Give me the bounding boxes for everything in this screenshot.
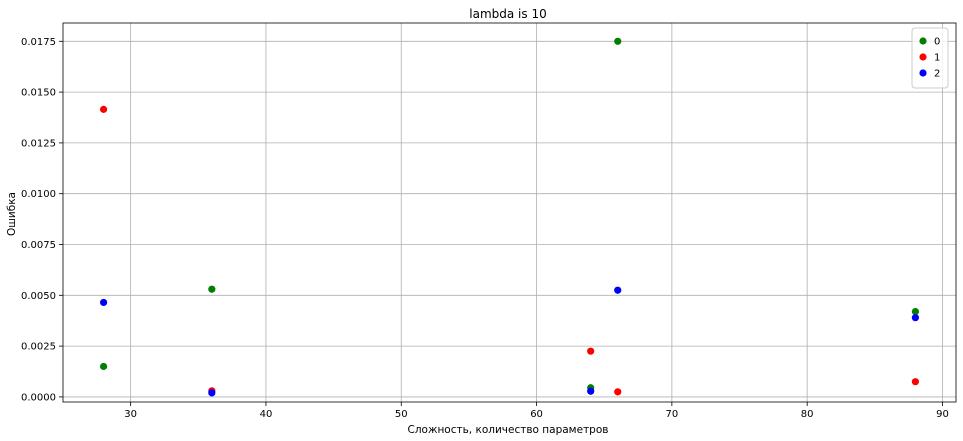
y-tick-label: 0.0025	[21, 342, 56, 353]
y-tick-label: 0.0075	[21, 240, 56, 251]
legend-label: 2	[934, 69, 940, 80]
plot-frame	[62, 22, 957, 403]
data-point-series-1	[587, 347, 595, 355]
x-tick-label: 30	[124, 409, 137, 420]
data-point-series-2	[614, 286, 622, 294]
data-point-series-2	[911, 314, 920, 322]
x-tick-label: 50	[395, 409, 408, 420]
legend-marker-series-2	[919, 69, 927, 77]
y-tick-label: 0.0175	[21, 37, 56, 48]
x-axis-label: Сложность, количество параметров	[408, 424, 609, 436]
y-tick-label: 0.0125	[21, 138, 56, 149]
y-tick-label: 0.0050	[21, 291, 56, 302]
data-point-series-2	[587, 387, 595, 395]
x-tick-label: 60	[530, 409, 543, 420]
data-point-series-0	[208, 285, 216, 293]
x-tick-label: 90	[936, 409, 949, 420]
data-point-series-0	[614, 37, 622, 45]
x-tick-label: 70	[665, 409, 678, 420]
data-point-series-2	[208, 389, 216, 397]
y-tick-label: 0.0000	[21, 392, 56, 403]
data-point-series-0	[99, 362, 108, 371]
data-point-series-1	[99, 105, 108, 113]
chart-title: lambda is 10	[469, 7, 546, 21]
legend-label: 0	[934, 37, 940, 48]
y-tick-label: 0.0150	[21, 88, 56, 99]
data-point-series-1	[614, 388, 622, 396]
legend-box	[911, 27, 949, 89]
data-point-series-1	[911, 378, 920, 386]
y-tick-label: 0.0100	[21, 189, 56, 200]
x-tick-label: 80	[801, 409, 814, 420]
x-tick-label: 40	[260, 409, 273, 420]
legend-marker-series-0	[919, 37, 927, 45]
y-axis-label: Ошибка	[6, 192, 18, 236]
grid-lines	[63, 23, 956, 402]
legend-marker-series-1	[919, 53, 927, 61]
data-point-series-0	[911, 307, 920, 316]
data-point-series-2	[99, 298, 108, 307]
legend: 0 1 2	[911, 27, 949, 89]
data-points	[99, 37, 920, 397]
legend-label: 1	[934, 53, 940, 64]
axes: 30 40 50 60 70 80 90 0.0000 0.0025 0.0050 0.0075 0.…	[21, 22, 957, 420]
